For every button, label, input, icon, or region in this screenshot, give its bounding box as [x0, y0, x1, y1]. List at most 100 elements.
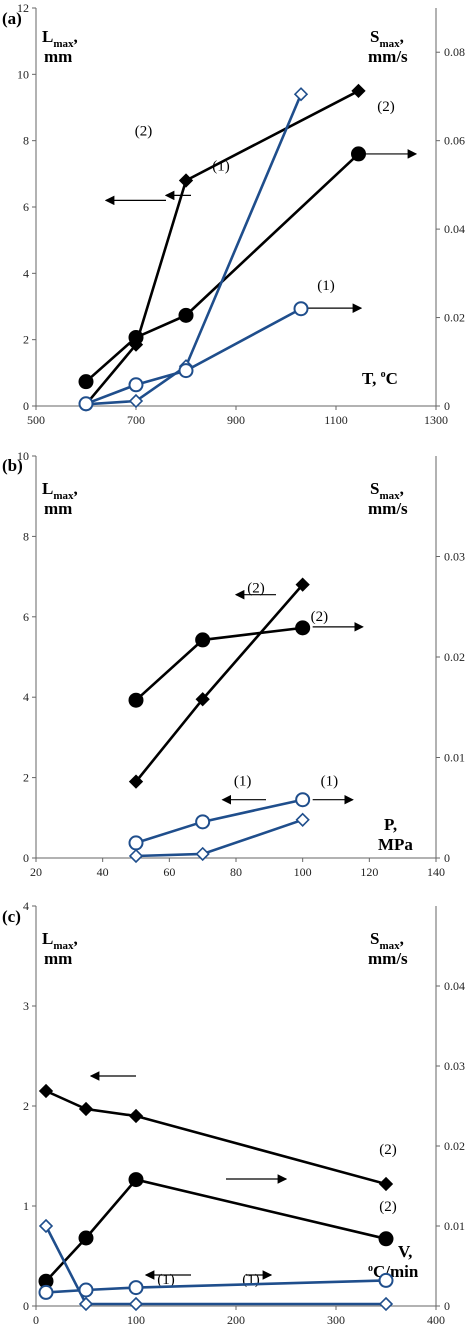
x-tick-label: 140	[427, 865, 445, 879]
data-point-series-4	[295, 792, 311, 808]
data-point-series-4	[195, 814, 211, 830]
chart-panel-a: 0 2 4 6 8 10 12 0 0.02 0.04 0.06 0.08 500 700 900 1100 1…	[2, 1, 465, 427]
left-tick-label: 10	[17, 67, 29, 81]
left-tick-label: 0	[23, 399, 29, 413]
data-point-series-3	[128, 393, 144, 409]
series-line-3	[85, 93, 303, 406]
series-line-3	[135, 818, 304, 858]
panel-label: (b)	[2, 456, 23, 475]
series-line-1	[134, 583, 304, 783]
series-line-1	[45, 1089, 387, 1186]
series-line-2	[135, 626, 303, 702]
right-tick-label: 0.02	[444, 311, 465, 325]
x-tick-label: 1300	[424, 413, 448, 427]
left-tick-label: 8	[23, 529, 29, 543]
data-point-series-1	[38, 1083, 54, 1099]
data-point-series-1	[178, 173, 194, 188]
data-point-series-3	[128, 1296, 144, 1312]
data-point-series-1	[351, 83, 366, 99]
x-tick-label: 0	[33, 1313, 39, 1327]
series-annotation: (2)	[135, 124, 153, 140]
data-point-series-4	[293, 301, 309, 317]
data-point-series-2	[378, 1231, 394, 1247]
data-point-series-1	[128, 1108, 144, 1124]
series-annotation: (1)	[212, 159, 230, 175]
x-axis-unit: MPa	[378, 835, 413, 854]
x-tick-label: 400	[427, 1313, 445, 1327]
right-tick-label: 0.03	[444, 550, 465, 564]
left-axis-label: Lmax,	[42, 27, 78, 50]
data-point-series-3	[38, 1218, 54, 1234]
data-point-series-3	[195, 846, 210, 862]
x-tick-label: 700	[127, 413, 145, 427]
left-axis-unit: mm	[44, 499, 72, 518]
x-axis-label: V, oC/min	[368, 1242, 419, 1281]
data-point-series-3	[128, 848, 144, 864]
series-line-3	[44, 1225, 386, 1306]
left-tick-label: 6	[23, 200, 29, 214]
data-point-series-2	[195, 632, 211, 648]
x-axis-label: P,	[384, 815, 397, 834]
left-tick-label: 3	[23, 999, 29, 1013]
left-axis-label: Lmax,	[42, 479, 78, 502]
series-line-2	[45, 1178, 387, 1283]
series-annotation: (2)	[379, 1142, 397, 1158]
series-annotation: (1)	[321, 774, 339, 790]
x-tick-label: 80	[230, 865, 242, 879]
data-point-series-2	[78, 374, 94, 390]
right-tick-label: 0	[444, 399, 450, 413]
data-point-series-1	[195, 692, 210, 707]
x-tick-label: 900	[227, 413, 245, 427]
data-point-series-4	[38, 1284, 54, 1300]
right-axis-label: Smax,	[370, 929, 404, 952]
data-point-series-2	[128, 1172, 144, 1188]
x-tick-label: 300	[327, 1313, 345, 1327]
right-tick-label: 0.06	[444, 134, 465, 148]
data-point-series-1	[128, 774, 144, 789]
data-point-series-1	[378, 1176, 394, 1192]
series-annotation: (2)	[247, 581, 265, 597]
left-tick-label: 8	[23, 134, 29, 148]
series-annotation: (1)	[157, 1272, 175, 1288]
data-point-series-2	[295, 620, 311, 636]
series-line-2	[85, 152, 360, 383]
right-tick-label: 0	[444, 851, 450, 865]
left-axis-unit: mm	[44, 949, 72, 968]
left-tick-label: 4	[23, 690, 29, 704]
data-point-series-3	[293, 87, 309, 102]
data-point-series-4	[128, 1280, 144, 1296]
series-annotation: (2)	[377, 99, 395, 115]
left-tick-label: 0	[23, 1299, 29, 1313]
right-tick-label: 0.04	[444, 222, 465, 236]
series-annotation: (1)	[317, 278, 335, 294]
data-point-series-2	[78, 1230, 94, 1246]
right-axis-unit: mm/s	[368, 499, 408, 518]
panel-label: (c)	[2, 907, 21, 926]
data-point-series-3	[78, 1296, 94, 1312]
x-axis-label: T, oC	[362, 369, 398, 388]
series-line-4	[45, 1279, 387, 1294]
left-axis-label: Lmax,	[42, 929, 78, 952]
x-tick-label: 200	[227, 1313, 245, 1327]
left-tick-label: 2	[23, 333, 29, 347]
panel-label: (a)	[2, 9, 22, 28]
right-tick-label: 0.01	[444, 1219, 465, 1233]
right-tick-label: 0.01	[444, 751, 465, 765]
series-annotation: (2)	[379, 1199, 397, 1215]
left-axis-unit: mm	[44, 47, 72, 66]
series-line-4	[135, 798, 303, 845]
data-point-series-3	[378, 1296, 394, 1312]
data-point-series-3	[295, 812, 310, 827]
data-point-series-4	[78, 1282, 94, 1298]
data-point-series-2	[178, 307, 194, 323]
data-point-series-1	[78, 1101, 94, 1117]
x-tick-label: 60	[163, 865, 175, 879]
left-tick-label: 6	[23, 610, 29, 624]
left-tick-label: 1	[23, 1199, 29, 1213]
right-axis-unit: mm/s	[368, 949, 408, 968]
x-tick-label: 40	[97, 865, 109, 879]
left-tick-label: 4	[23, 899, 29, 913]
left-tick-label: 0	[23, 851, 29, 865]
